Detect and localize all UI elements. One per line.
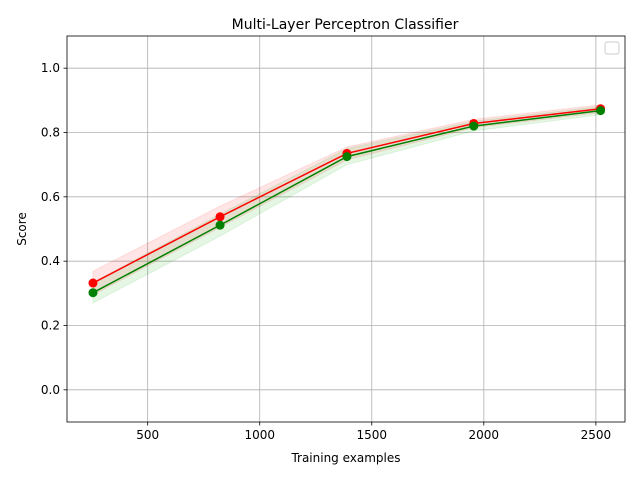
y-tick-label: 0.8	[41, 126, 60, 140]
x-axis-ticks: 500 1000 1500 2000 2500	[136, 422, 611, 442]
x-axis-label: Training examples	[290, 451, 400, 465]
y-axis-label: Score	[15, 212, 29, 246]
series-1-point	[88, 288, 98, 298]
series-1-point	[215, 220, 225, 230]
series-1-point	[342, 152, 352, 162]
y-tick-label: 0.4	[41, 254, 60, 268]
y-tick-label: 0.0	[41, 383, 60, 397]
plot-frame	[66, 35, 626, 423]
x-tick-label: 2000	[469, 428, 500, 442]
y-axis-ticks: 0.0 0.2 0.4 0.6 0.8 1.0	[41, 61, 67, 397]
x-tick-label: 1500	[356, 428, 387, 442]
series-1-point	[596, 106, 606, 116]
x-tick-label: 500	[136, 428, 159, 442]
y-tick-label: 0.2	[41, 319, 60, 333]
series-0-point	[215, 212, 225, 222]
legend-box	[604, 41, 620, 55]
x-tick-label: 1000	[244, 428, 275, 442]
chart-title: Multi-Layer Perceptron Classifier	[232, 17, 459, 33]
series-0-point	[88, 278, 98, 288]
series-1-point	[469, 121, 479, 131]
y-tick-label: 0.6	[41, 190, 60, 204]
grid-lines	[67, 36, 625, 422]
x-tick-label: 2500	[581, 428, 612, 442]
y-tick-label: 1.0	[41, 61, 60, 75]
series-points	[88, 104, 606, 298]
